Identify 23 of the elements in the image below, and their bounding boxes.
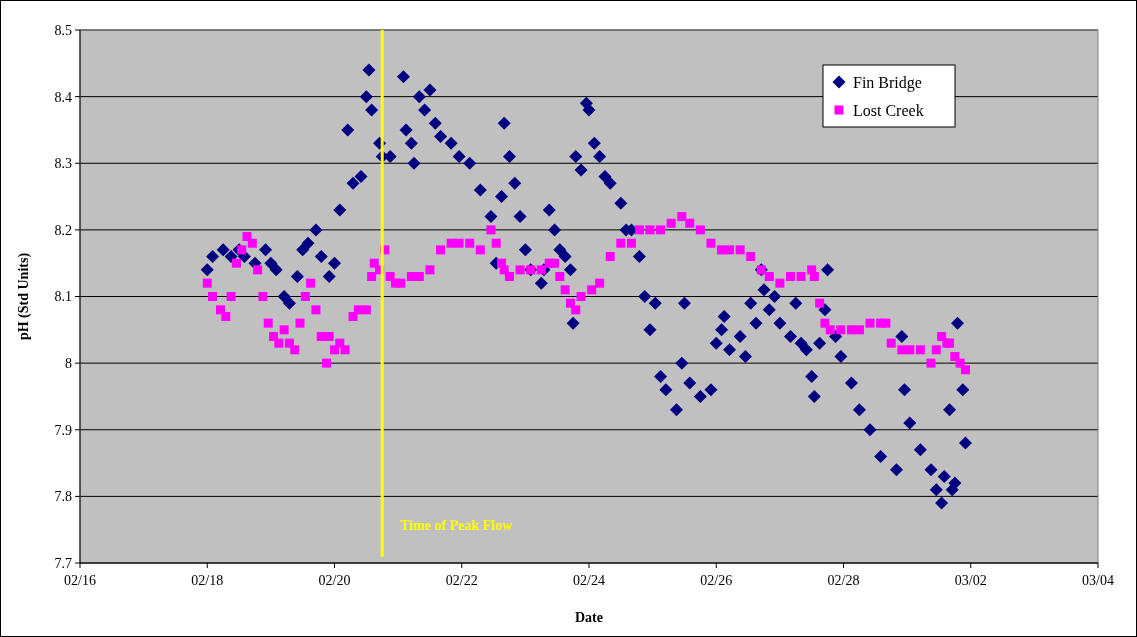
y-tick-label: 7.9 <box>54 422 72 438</box>
x-tick-label: 03/04 <box>1082 573 1114 588</box>
x-axis-title: Date <box>575 610 603 625</box>
x-tick-label: 02/28 <box>827 573 860 588</box>
x-tick-label: 02/20 <box>318 573 351 588</box>
y-tick-label: 8.4 <box>54 89 72 105</box>
legend-label: Lost Creek <box>853 101 924 119</box>
y-tick-label: 7.7 <box>54 555 72 571</box>
x-tick-label: 02/26 <box>700 573 733 588</box>
legend-label: Fin Bridge <box>853 73 922 92</box>
ref-line-label: Time of Peak Flow <box>400 518 514 533</box>
y-tick-label: 7.8 <box>54 489 72 505</box>
y-tick-label: 8.5 <box>54 22 72 38</box>
y-tick-label: 8 <box>65 356 72 372</box>
x-tick-label: 02/16 <box>64 573 96 588</box>
y-axis-title: pH (Std Units) <box>16 252 32 341</box>
y-tick-label: 8.3 <box>54 156 72 172</box>
x-tick-label: 02/24 <box>573 573 605 588</box>
x-tick-label: 03/02 <box>954 573 987 588</box>
y-tick-label: 8.1 <box>54 289 72 305</box>
x-tick-label: 02/18 <box>191 573 224 588</box>
y-tick-label: 8.2 <box>54 222 72 238</box>
x-tick-label: 02/22 <box>445 573 478 588</box>
